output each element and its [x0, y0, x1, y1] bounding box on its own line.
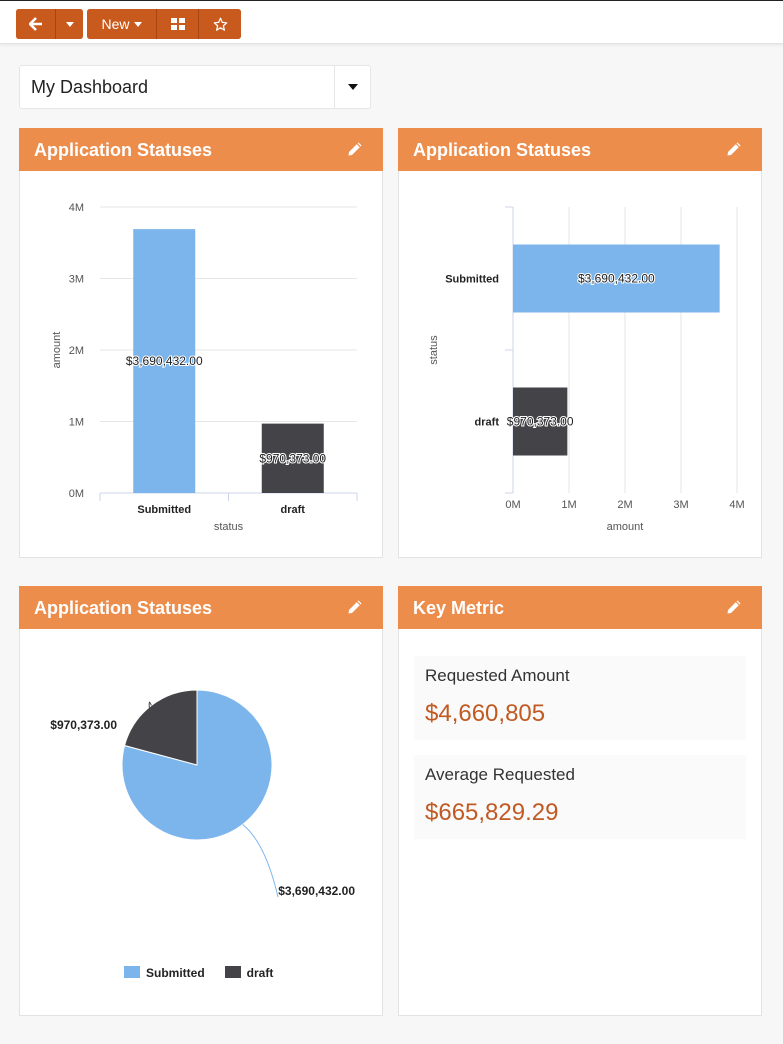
pencil-icon[interactable]	[726, 141, 742, 157]
widget-title: Application Statuses	[413, 140, 592, 160]
y-category-label: Submitted	[445, 274, 499, 286]
pie-connector	[242, 824, 279, 898]
chevron-down-icon	[347, 84, 358, 90]
star-icon	[213, 17, 227, 31]
dashboard-selector[interactable]: My Dashboard	[19, 65, 371, 109]
x-axis-title: status	[214, 521, 244, 533]
back-dropdown-button[interactable]	[56, 9, 83, 39]
arrow-left-icon	[28, 17, 42, 31]
metric-requested-amount: Requested Amount $4,660,805	[414, 656, 746, 740]
y-axis-title: status	[428, 335, 440, 365]
x-category-label: draft	[281, 504, 306, 516]
pie-connector	[148, 701, 153, 728]
widget-pie-chart: Application Statuses $3,690,432.00 $970,3…	[19, 586, 383, 1016]
widget-title: Application Statuses	[34, 598, 213, 618]
widget-header: Application Statuses	[19, 128, 383, 171]
widget-bar-chart: Application Statuses 0M 1M 2M 3M 4M $3,690,43…	[398, 128, 762, 558]
chevron-down-icon	[133, 21, 142, 27]
main-button-group: New	[87, 9, 241, 39]
y-tick-label: 1M	[69, 417, 84, 429]
widget-title: Key Metric	[413, 598, 505, 618]
data-label: $3,690,432.00	[578, 272, 655, 286]
pencil-icon[interactable]	[347, 599, 363, 615]
data-label: $3,690,432.00	[278, 884, 355, 898]
bar-submitted	[133, 229, 196, 494]
x-tick-label: 3M	[673, 499, 688, 511]
widget-column-chart: Application Statuses 0M 1M 2M 3M 4M $3,690,43…	[19, 128, 383, 558]
legend-label: Submitted	[146, 966, 205, 980]
widget-title: Application Statuses	[34, 140, 213, 160]
pie-chart: $3,690,432.00 $970,373.00	[50, 689, 355, 898]
x-tick-label: 2M	[617, 499, 632, 511]
dashboard-title: My Dashboard	[31, 77, 149, 97]
new-button[interactable]: New	[87, 9, 157, 39]
widget-header: Application Statuses	[398, 128, 762, 171]
y-tick-label: 3M	[69, 274, 84, 286]
x-tick-label: 4M	[729, 499, 744, 511]
column-chart: 0M 1M 2M 3M 4M $3,690,432.00 Submitted $970,373…	[51, 202, 358, 533]
y-tick-label: 4M	[69, 202, 84, 214]
legend-swatch	[224, 966, 241, 978]
dashboard-dropdown-button[interactable]	[334, 66, 370, 108]
y-tick-label: 0M	[69, 488, 84, 500]
metric-label: Requested Amount	[425, 666, 570, 685]
x-tick-label: 1M	[561, 499, 576, 511]
legend-item-submitted[interactable]: Submitted	[124, 966, 205, 980]
legend-label: draft	[246, 966, 274, 980]
data-label: $3,690,432.00	[126, 354, 203, 368]
pie-legend: Submitted draft	[124, 966, 273, 980]
legend-item-draft[interactable]: draft	[224, 966, 274, 980]
layout-button[interactable]	[157, 9, 199, 39]
favorite-button[interactable]	[199, 9, 241, 39]
widget-header: Key Metric	[398, 586, 762, 629]
x-axis-title: amount	[607, 521, 644, 533]
x-category-label: Submitted	[137, 504, 191, 516]
back-button-group	[16, 9, 83, 39]
widget-key-metric: Key Metric Requested Amount $4,660,805 A…	[398, 586, 762, 1016]
legend-swatch	[124, 966, 140, 978]
y-tick-label: 2M	[69, 345, 84, 357]
chevron-down-icon	[65, 21, 74, 27]
metric-value: $665,829.29	[425, 799, 559, 826]
metric-value: $4,660,805	[425, 700, 546, 727]
bar-submitted	[513, 244, 720, 313]
data-label: $970,373.00	[507, 415, 574, 429]
bar-chart: 0M 1M 2M 3M 4M $3,690,432.00 Submitted $970,373…	[428, 206, 745, 533]
bar-draft	[261, 423, 324, 493]
bar-draft	[513, 387, 568, 456]
y-axis-title: amount	[51, 332, 63, 369]
widget-header: Application Statuses	[19, 586, 383, 629]
metric-average-requested: Average Requested $665,829.29	[414, 755, 746, 839]
toolbar: New	[0, 0, 783, 44]
x-tick-label: 0M	[505, 499, 520, 511]
pencil-icon[interactable]	[726, 599, 742, 615]
data-label: $970,373.00	[259, 451, 326, 465]
new-button-label: New	[101, 16, 130, 32]
data-label: $970,373.00	[50, 718, 117, 732]
back-button[interactable]	[16, 9, 56, 39]
grid-icon	[170, 18, 185, 30]
y-category-label: draft	[475, 417, 500, 429]
pencil-icon[interactable]	[347, 141, 363, 157]
metric-label: Average Requested	[425, 765, 575, 784]
